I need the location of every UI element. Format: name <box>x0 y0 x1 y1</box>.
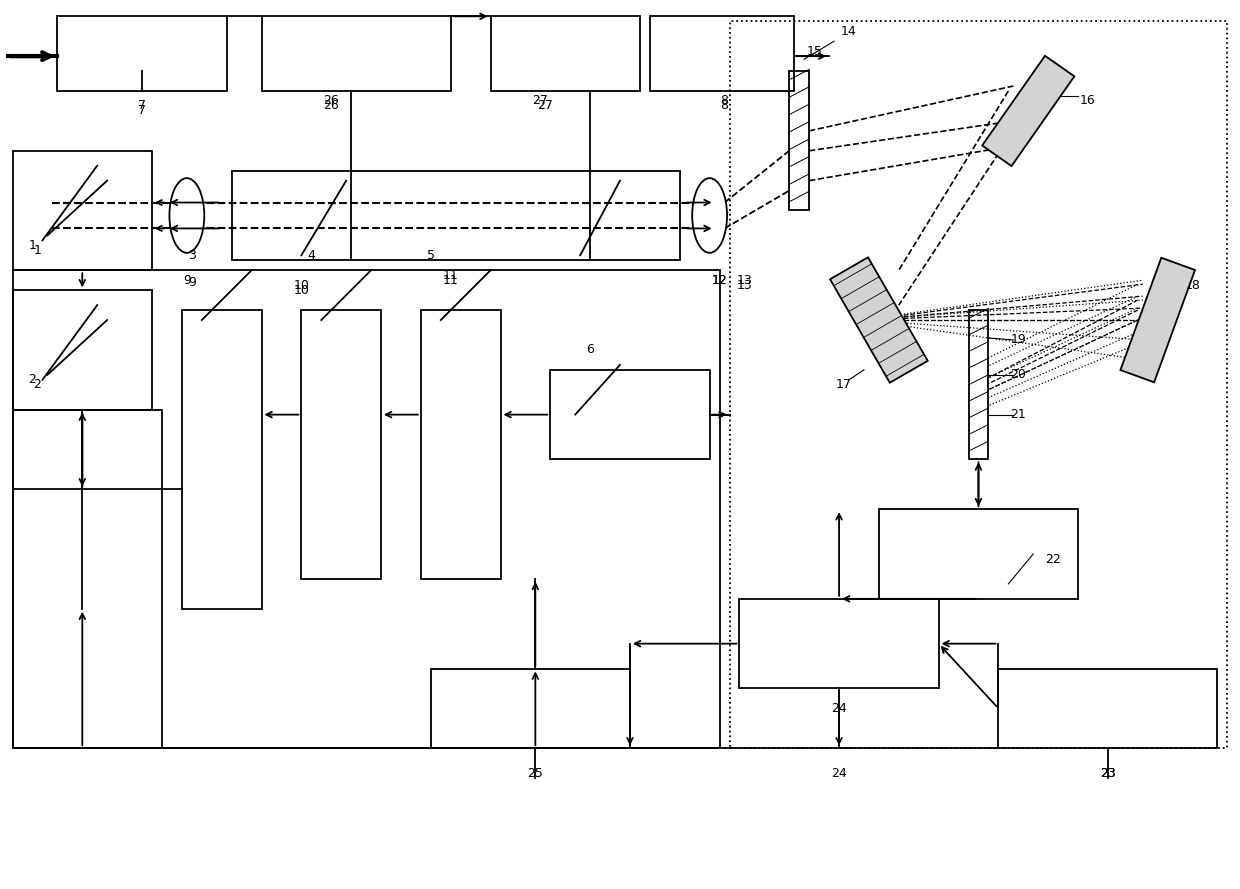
Text: 2: 2 <box>33 378 41 391</box>
Text: 13: 13 <box>737 274 753 286</box>
Ellipse shape <box>692 178 727 252</box>
Text: 23: 23 <box>1100 766 1116 780</box>
Text: 21: 21 <box>1011 408 1027 421</box>
Bar <box>729 21 1228 749</box>
Text: 20: 20 <box>1011 368 1027 381</box>
Bar <box>232 171 680 260</box>
Bar <box>12 151 153 270</box>
Text: 27: 27 <box>537 100 553 112</box>
Text: 15: 15 <box>806 44 822 58</box>
Text: 5: 5 <box>427 249 435 261</box>
Text: 24: 24 <box>831 702 847 715</box>
Bar <box>12 290 153 410</box>
Text: 18: 18 <box>1184 278 1200 292</box>
Text: 8: 8 <box>720 94 729 108</box>
Text: 12: 12 <box>712 274 728 286</box>
Bar <box>968 310 988 460</box>
Text: 26: 26 <box>324 94 339 108</box>
Ellipse shape <box>170 178 205 252</box>
Bar <box>790 71 810 211</box>
Text: 7: 7 <box>138 100 146 112</box>
Text: 4: 4 <box>308 249 315 261</box>
Polygon shape <box>982 56 1074 166</box>
Text: 10: 10 <box>294 284 309 297</box>
Text: 9: 9 <box>184 274 191 286</box>
Bar <box>12 410 162 749</box>
Bar <box>491 16 640 91</box>
Text: 9: 9 <box>188 276 196 289</box>
Text: 1: 1 <box>33 244 41 257</box>
Bar <box>739 599 939 688</box>
Polygon shape <box>1121 258 1195 382</box>
Text: 16: 16 <box>1080 94 1096 108</box>
Text: 25: 25 <box>527 766 543 780</box>
Text: 22: 22 <box>1045 552 1061 565</box>
Text: 11: 11 <box>443 274 459 286</box>
Bar <box>420 310 501 579</box>
Text: 14: 14 <box>841 25 857 37</box>
Bar <box>430 669 630 749</box>
Text: 10: 10 <box>294 278 309 292</box>
Text: 6: 6 <box>587 343 594 356</box>
Text: 12: 12 <box>712 274 728 286</box>
Text: 17: 17 <box>836 378 852 391</box>
Text: 1: 1 <box>29 239 36 252</box>
Text: 24: 24 <box>831 766 847 780</box>
Bar <box>650 16 795 91</box>
Text: 19: 19 <box>1011 333 1027 347</box>
Bar <box>998 669 1218 749</box>
Polygon shape <box>830 257 928 383</box>
Text: 2: 2 <box>29 373 36 387</box>
Bar <box>879 509 1078 599</box>
Bar <box>301 310 381 579</box>
Text: 26: 26 <box>324 100 339 112</box>
Bar <box>57 16 227 91</box>
Text: 7: 7 <box>138 104 146 117</box>
Bar <box>12 270 719 749</box>
Bar <box>551 370 709 460</box>
Text: 11: 11 <box>443 268 459 282</box>
Text: 23: 23 <box>1100 766 1116 780</box>
Bar <box>182 310 262 609</box>
Text: 27: 27 <box>532 94 548 108</box>
Text: 13: 13 <box>737 278 753 292</box>
Bar <box>262 16 450 91</box>
Text: 8: 8 <box>720 100 729 112</box>
Text: 3: 3 <box>188 249 196 261</box>
